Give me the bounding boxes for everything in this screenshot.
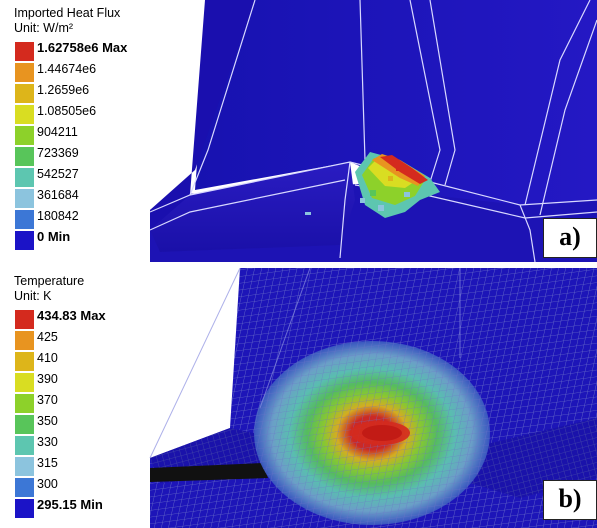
panel-label-a: a) xyxy=(543,218,597,258)
legend-level-label: 1.2659e6 xyxy=(37,83,90,97)
legend-level-label: 1.44674e6 xyxy=(37,62,97,76)
temperature-panel: Temperature Unit: K 434.83 Max 425 410 390 3… xyxy=(0,268,597,528)
legend-swatch xyxy=(14,41,35,62)
temperature-model-view xyxy=(149,268,597,528)
legend-unit: Unit: K xyxy=(14,289,52,303)
legend-level-label: 361684 xyxy=(37,188,79,202)
legend-swatch xyxy=(14,498,35,519)
legend-level-label: 904211 xyxy=(37,125,78,139)
legend-title: Temperature xyxy=(14,274,85,288)
legend-level-label: 1.62758e6 Max xyxy=(37,40,128,55)
legend-level-label: 1.08505e6 xyxy=(37,104,97,118)
legend-swatch xyxy=(14,104,35,125)
legend-swatch xyxy=(14,230,35,251)
legend-swatch xyxy=(14,372,35,393)
legend-swatch xyxy=(14,62,35,83)
heat-flux-panel: Imported Heat Flux Unit: W/m² 1.62758e6 … xyxy=(0,0,597,262)
legend-swatch xyxy=(14,209,35,230)
legend-swatch xyxy=(14,125,35,146)
legend-swatch xyxy=(14,477,35,498)
legend-swatch xyxy=(14,167,35,188)
legend-swatch xyxy=(14,330,35,351)
legend-swatch xyxy=(14,83,35,104)
legend-level-label: 300 xyxy=(37,477,58,491)
legend-level-label: 723369 xyxy=(37,146,79,160)
legend-swatch xyxy=(14,393,35,414)
legend-swatch xyxy=(14,351,35,372)
legend-level-label: 350 xyxy=(37,414,58,428)
legend-swatch xyxy=(14,188,35,209)
legend-level-label: 315 xyxy=(37,456,58,470)
heat-flux-hotspot xyxy=(355,152,440,218)
heat-flux-model-view xyxy=(149,0,597,262)
legend-swatch xyxy=(14,456,35,477)
legend-level-label: 410 xyxy=(37,351,58,365)
legend-swatch xyxy=(14,309,35,330)
legend-level-label: 0 Min xyxy=(37,229,71,244)
legend-title: Imported Heat Flux xyxy=(14,6,121,20)
legend-swatch xyxy=(14,414,35,435)
heat-flux-legend: Imported Heat Flux Unit: W/m² 1.62758e6 … xyxy=(14,6,127,251)
legend-level-label: 390 xyxy=(37,372,58,386)
legend-level-label: 434.83 Max xyxy=(37,308,106,323)
legend-swatch xyxy=(14,146,35,167)
temperature-hotspot xyxy=(254,341,490,525)
legend-level-label: 330 xyxy=(37,435,58,449)
temperature-legend: Temperature Unit: K 434.83 Max 425 410 390 3… xyxy=(14,274,106,519)
panel-label-b: b) xyxy=(543,480,597,520)
legend-unit: Unit: W/m² xyxy=(14,21,74,35)
legend-level-label: 180842 xyxy=(37,209,79,223)
legend-level-label: 542527 xyxy=(37,167,79,181)
legend-level-label: 370 xyxy=(37,393,58,407)
legend-level-label: 425 xyxy=(37,330,58,344)
legend-level-label: 295.15 Min xyxy=(37,497,103,512)
legend-swatch xyxy=(14,435,35,456)
